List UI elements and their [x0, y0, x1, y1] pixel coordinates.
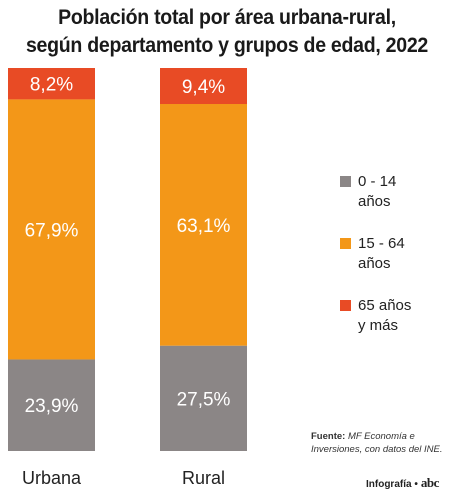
- source-line-1: MF Economía e: [347, 431, 415, 442]
- bar-label-rural-series-1: 63,1%: [177, 216, 231, 237]
- credit-text: Infografía •: [366, 479, 418, 490]
- legend-label-65-plus-line2: y más: [358, 317, 399, 334]
- bar-urbana-series-1: [8, 99, 95, 360]
- bar-label-rural-series-0: 27,5%: [177, 389, 231, 410]
- legend: 0 - 14 años 15 - 64 años 65 años y más: [340, 172, 450, 358]
- chart-title-line-2: según departamento y grupos de edad, 202…: [25, 34, 429, 57]
- bar-label-urbana-series-0: 23,9%: [25, 396, 79, 417]
- legend-label-65-plus-line1: 65 años: [358, 297, 412, 314]
- bar-label-rural-series-2: 9,4%: [182, 77, 225, 98]
- source-label: Fuente:: [311, 431, 346, 442]
- bar-urbana-series-2: [8, 68, 95, 100]
- legend-label-0-14-line2: años: [358, 193, 391, 210]
- bar-label-urbana-series-1: 67,9%: [25, 220, 79, 241]
- legend-item-0-14: 0 - 14 años: [340, 172, 450, 212]
- bar-rural-series-1: [160, 104, 247, 346]
- abc-logo: abc: [420, 475, 440, 490]
- bar-urbana-series-0: [8, 359, 95, 451]
- source-line-2: Inversiones, con datos del INE.: [311, 444, 443, 455]
- category-label-rural: Rural: [182, 468, 225, 488]
- bar-rural-series-0: [160, 345, 247, 451]
- bar-label-urbana-series-2: 8,2%: [30, 75, 73, 96]
- legend-item-15-64: 15 - 64 años: [340, 234, 450, 274]
- legend-swatch-0-14: [340, 176, 351, 187]
- legend-item-65-plus: 65 años y más: [340, 296, 450, 336]
- legend-label-0-14-line1: 0 - 14: [358, 173, 397, 190]
- chart-title: Población total por área urbana-rural, s…: [16, 4, 438, 60]
- legend-label-15-64-line2: años: [358, 255, 391, 272]
- legend-swatch-15-64: [340, 238, 351, 249]
- credit: Infografía • abc: [366, 475, 439, 491]
- legend-swatch-65-plus: [340, 300, 351, 311]
- bar-rural-series-2: [160, 68, 247, 105]
- category-label-urbana: Urbana: [22, 468, 82, 488]
- legend-label-15-64-line1: 15 - 64: [358, 235, 405, 252]
- source-note: Fuente: MF Economía e Inversiones, con d…: [311, 430, 451, 456]
- chart-title-line-1: Población total por área urbana-rural,: [58, 6, 396, 29]
